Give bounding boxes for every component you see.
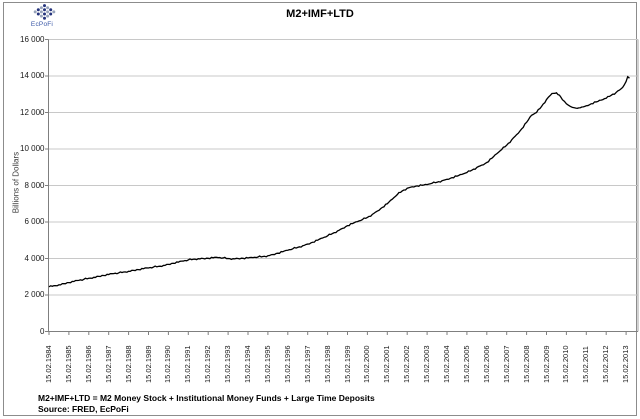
y-tick-label: 8 000 xyxy=(24,180,45,190)
y-tick-label: 12 000 xyxy=(20,107,45,117)
x-tick-label: 15.02.2006 xyxy=(481,345,491,383)
x-tick-label: 15.02.2003 xyxy=(422,345,432,383)
x-tick-label: 15.02.1987 xyxy=(103,345,113,383)
logo-dot xyxy=(49,12,53,16)
x-tick-label: 15.02.1994 xyxy=(243,345,252,383)
logo-dot xyxy=(43,16,46,20)
y-tick-label: 10 000 xyxy=(20,144,45,153)
x-tick-label: 15.02.2011 xyxy=(581,346,591,383)
x-tick-label: 15.02.1988 xyxy=(123,345,133,383)
footer-source: Source: FRED, EcPoFi xyxy=(38,404,129,414)
x-tick-label: 15.02.2013 xyxy=(621,345,631,383)
y-tick-label: 6 000 xyxy=(24,217,45,226)
logo-dot xyxy=(46,14,50,18)
footer-definition: M2+IMF+LTD = M2 Money Stock + Institutio… xyxy=(38,393,375,403)
logo-dot xyxy=(52,10,56,14)
x-tick-label: 15.02.1995 xyxy=(262,345,272,383)
x-tick-label: 15.02.1990 xyxy=(163,345,173,383)
logo-dot xyxy=(36,12,40,16)
x-tick-label: 15.02.2009 xyxy=(541,345,551,383)
x-tick-label: 15.02.1996 xyxy=(282,345,292,383)
x-tick-label: 15.02.2012 xyxy=(601,345,611,383)
logo-dot xyxy=(49,8,53,12)
logo-dot xyxy=(36,8,40,12)
x-tick-label: 15.02.2004 xyxy=(442,345,451,383)
x-tick-label: 15.02.1999 xyxy=(342,345,352,383)
y-tick-label: 0 xyxy=(40,326,45,336)
x-tick-label: 15.02.1989 xyxy=(143,345,153,383)
logo-dot xyxy=(39,14,43,18)
logo-dot xyxy=(39,10,43,14)
logo-dot xyxy=(43,4,46,8)
logo-dot xyxy=(43,12,46,16)
y-tick-label: 16 000 xyxy=(20,34,45,44)
x-tick-label: 15.02.2008 xyxy=(521,345,531,383)
x-tick-label: 15.02.1986 xyxy=(83,345,93,383)
ecpofi-logo-text: EcPoFi xyxy=(30,21,54,28)
x-tick-label: 15.02.1992 xyxy=(203,345,213,383)
y-tick-label: 4 000 xyxy=(24,253,45,263)
x-tick-label: 15.02.1984 xyxy=(44,345,53,383)
x-tick-label: 15.02.2002 xyxy=(402,345,412,383)
x-tick-label: 15.02.1991 xyxy=(183,345,193,383)
logo-dot xyxy=(33,10,37,14)
x-tick-label: 15.02.2000 xyxy=(362,345,372,383)
logo-dot xyxy=(39,6,43,10)
x-tick-label: 15.02.1998 xyxy=(322,345,332,383)
x-tick-label: 15.02.1985 xyxy=(63,345,73,383)
x-tick-label: 15.02.2010 xyxy=(561,345,571,383)
y-tick-label: 14 000 xyxy=(20,71,45,80)
chart-title: M2+IMF+LTD xyxy=(286,8,354,20)
x-tick-label: 15.02.2005 xyxy=(461,345,471,383)
logo-dot xyxy=(46,6,50,10)
footer-notes: M2+IMF+LTD = M2 Money Stock + Institutio… xyxy=(38,393,375,415)
ecpofi-logo-icon xyxy=(33,4,56,20)
x-tick-label: 15.02.2001 xyxy=(382,345,392,383)
x-tick-label: 15.02.1997 xyxy=(302,345,312,383)
logo-dot xyxy=(46,10,50,14)
ecpofi-logo: EcPoFi xyxy=(21,2,63,32)
y-tick-label: 2 000 xyxy=(24,290,45,299)
x-tick-label: 15.02.2007 xyxy=(501,345,511,383)
logo-dot xyxy=(43,8,46,12)
data-line-m2-imf-ltd xyxy=(48,75,630,288)
x-tick-label: 15.02.1993 xyxy=(223,345,233,383)
